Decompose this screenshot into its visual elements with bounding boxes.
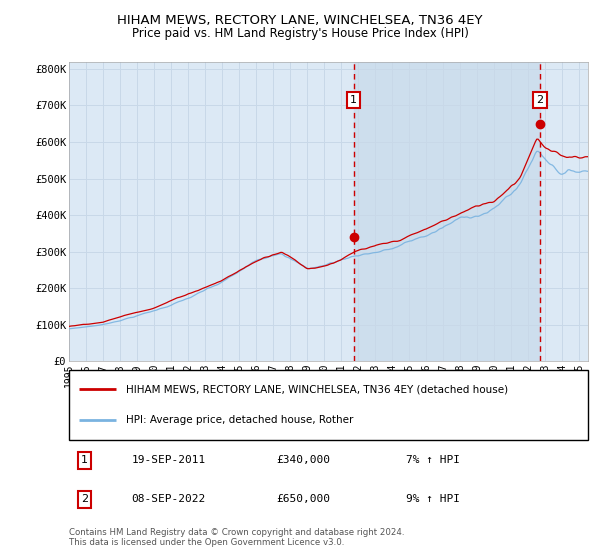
Text: Price paid vs. HM Land Registry's House Price Index (HPI): Price paid vs. HM Land Registry's House … xyxy=(131,27,469,40)
Text: 08-SEP-2022: 08-SEP-2022 xyxy=(131,494,206,504)
Text: HIHAM MEWS, RECTORY LANE, WINCHELSEA, TN36 4EY (detached house): HIHAM MEWS, RECTORY LANE, WINCHELSEA, TN… xyxy=(126,384,508,394)
Text: £650,000: £650,000 xyxy=(277,494,331,504)
Text: 2: 2 xyxy=(536,95,544,105)
Text: 1: 1 xyxy=(81,455,88,465)
Text: Contains HM Land Registry data © Crown copyright and database right 2024.
This d: Contains HM Land Registry data © Crown c… xyxy=(69,528,404,547)
Text: 2: 2 xyxy=(81,494,88,504)
FancyBboxPatch shape xyxy=(69,370,588,440)
Text: HPI: Average price, detached house, Rother: HPI: Average price, detached house, Roth… xyxy=(126,415,353,425)
Text: 9% ↑ HPI: 9% ↑ HPI xyxy=(406,494,460,504)
Bar xyxy=(353,62,540,361)
Text: 7% ↑ HPI: 7% ↑ HPI xyxy=(406,455,460,465)
Text: 1: 1 xyxy=(350,95,357,105)
Text: HIHAM MEWS, RECTORY LANE, WINCHELSEA, TN36 4EY: HIHAM MEWS, RECTORY LANE, WINCHELSEA, TN… xyxy=(117,14,483,27)
Text: £340,000: £340,000 xyxy=(277,455,331,465)
Text: 19-SEP-2011: 19-SEP-2011 xyxy=(131,455,206,465)
